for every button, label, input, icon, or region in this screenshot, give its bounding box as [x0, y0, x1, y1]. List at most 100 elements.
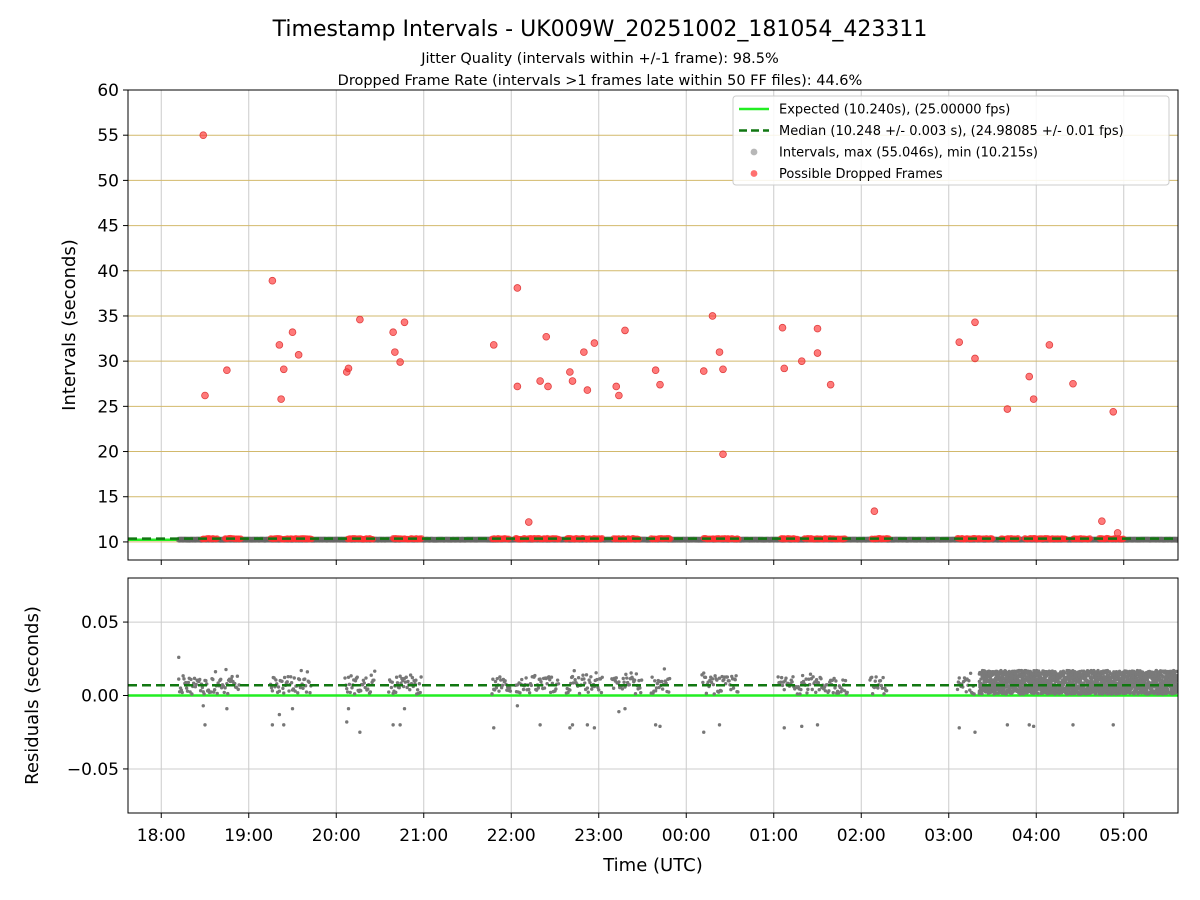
residuals-panel: 0.05 0.00 −0.05 18:00 19:00 20:00 21:00 22:00 23…	[22, 577, 1179, 876]
legend-median-label: Median (10.248 +/- 0.003 s), (24.98085 +…	[779, 124, 1124, 139]
residual-point	[202, 692, 206, 696]
residual-point	[719, 689, 723, 693]
residual-point	[373, 669, 377, 673]
residual-point	[556, 682, 561, 686]
residual-outlier-point	[398, 723, 402, 727]
dropped-outlier-point	[621, 326, 629, 335]
residual-outlier-point	[1027, 723, 1031, 727]
residual-point	[736, 690, 740, 694]
residual-point	[215, 691, 219, 696]
residual-point	[624, 672, 628, 677]
dropped-outlier-point	[288, 328, 297, 337]
residual-point	[870, 675, 874, 680]
top-axes-frame	[127, 89, 1179, 561]
dropped-point	[794, 535, 801, 543]
residual-outlier-point	[782, 726, 786, 730]
dropped-outlier-point	[780, 364, 789, 373]
residual-outlier-point	[1005, 723, 1010, 727]
residual-point	[814, 678, 819, 682]
residual-point	[717, 676, 722, 680]
residual-point	[286, 674, 290, 679]
residual-point	[282, 675, 287, 680]
residual-point	[704, 691, 709, 696]
residual-point	[348, 690, 352, 695]
residual-point	[491, 677, 495, 681]
residual-point	[570, 674, 575, 679]
residual-outlier-point	[1071, 723, 1075, 727]
residual-point	[964, 690, 968, 694]
residual-point-dense	[1073, 670, 1077, 674]
residual-outlier-point	[1031, 724, 1036, 729]
residual-outlier-point	[358, 730, 362, 734]
dropped-outlier-point	[566, 368, 574, 376]
residual-point	[415, 688, 420, 692]
residual-point	[831, 690, 835, 695]
residual-point	[880, 686, 884, 690]
residual-point	[779, 680, 783, 684]
residual-point	[583, 681, 587, 685]
residual-outlier-point	[346, 707, 351, 711]
dropped-outlier-point	[199, 131, 208, 139]
residual-point	[548, 678, 552, 682]
dropped-outlier-point	[294, 351, 303, 359]
top-dropped-points	[199, 131, 1127, 543]
bottom-plot-area	[128, 655, 1178, 734]
residual-point	[621, 676, 625, 681]
residual-outlier-point	[201, 704, 205, 708]
residual-point	[536, 686, 541, 690]
residual-point	[841, 678, 845, 682]
residual-point	[588, 680, 592, 685]
residual-point	[713, 674, 717, 678]
dropped-outlier-point	[489, 341, 498, 349]
residual-point	[298, 685, 303, 690]
residual-point	[638, 686, 642, 690]
residual-point	[520, 677, 524, 682]
residual-point	[834, 679, 838, 683]
residual-point	[352, 692, 357, 696]
residual-point	[281, 686, 285, 691]
residual-point	[825, 683, 829, 687]
residual-point	[345, 686, 349, 691]
residual-point	[729, 687, 733, 692]
residual-point	[811, 675, 815, 679]
dropped-outlier-point	[391, 348, 399, 356]
residual-point	[814, 690, 818, 695]
residual-outlier-point	[177, 655, 181, 660]
residual-point	[798, 692, 802, 696]
bottom-xtick-label: 01:00	[749, 826, 798, 846]
residual-point	[819, 677, 823, 681]
residual-point	[653, 689, 658, 693]
residual-point	[660, 687, 665, 691]
residual-point-dense	[1079, 679, 1083, 684]
residual-point	[629, 671, 633, 675]
residual-point	[876, 686, 880, 690]
dropped-point	[988, 535, 996, 542]
residual-point	[495, 676, 499, 681]
residual-point	[368, 690, 373, 694]
residual-outlier-point	[492, 726, 496, 730]
residual-point-dense	[1166, 688, 1170, 692]
residual-point	[500, 683, 505, 687]
dropped-outlier-point	[870, 507, 879, 515]
residual-point	[568, 688, 572, 692]
residual-point	[289, 675, 293, 679]
residual-point	[874, 675, 878, 679]
residual-point	[539, 680, 543, 684]
bottom-xtick-label: 23:00	[574, 826, 623, 846]
dropped-outlier-point	[542, 332, 551, 341]
residual-point	[389, 685, 394, 690]
residual-point	[186, 680, 191, 685]
residual-point	[710, 677, 715, 681]
bottom-ytick-label: 0.00	[81, 687, 119, 707]
residual-point	[573, 678, 577, 682]
top-ytick-label: 30	[97, 352, 119, 372]
residual-point	[359, 689, 363, 693]
bottom-xtick-label: 04:00	[1012, 826, 1061, 846]
residual-point	[289, 680, 294, 685]
residual-point	[237, 683, 241, 687]
residual-outlier-point	[623, 707, 627, 711]
residual-point	[408, 673, 413, 677]
residual-point-dense	[1175, 690, 1178, 694]
residual-point	[362, 681, 366, 685]
dropped-outlier-point	[275, 341, 284, 349]
